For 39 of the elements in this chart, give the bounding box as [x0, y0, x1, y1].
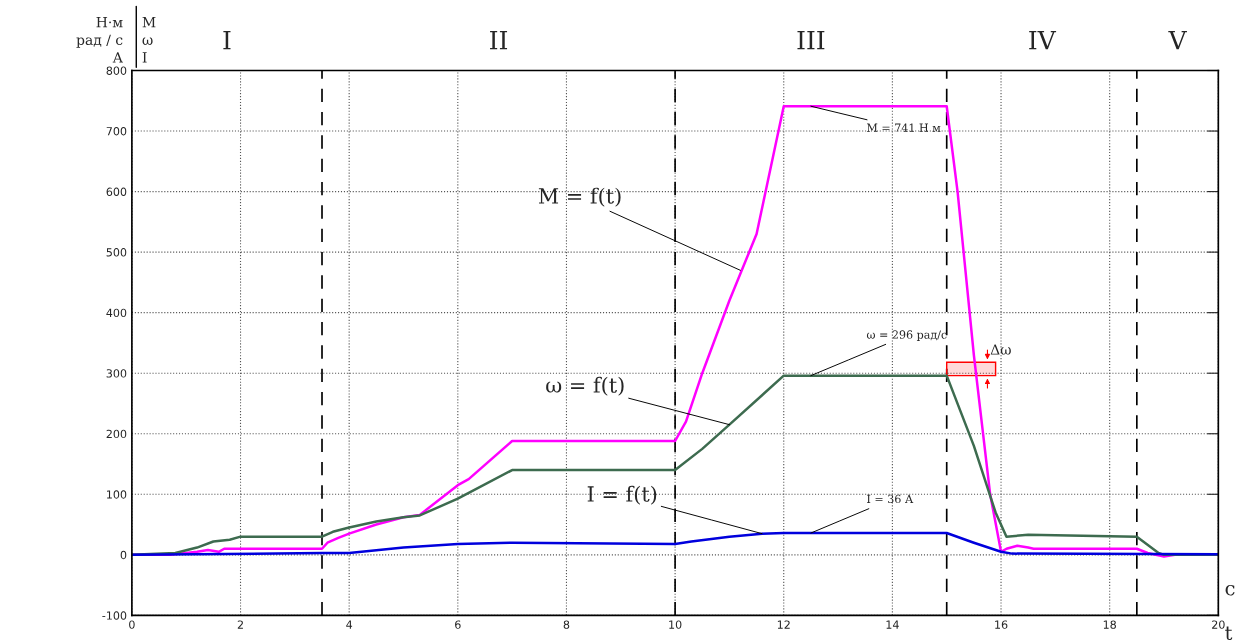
x-tick-label: 0 — [129, 620, 135, 629]
text: M ω I — [142, 17, 156, 63]
annotation: I = 36 А — [867, 494, 914, 504]
line-series — [131, 531, 1219, 557]
y-tick-label: 100 — [107, 490, 127, 499]
annotation: ω = 296 рад/с — [866, 330, 947, 341]
text: II — [490, 31, 508, 50]
x-tick-label: 12 — [777, 620, 790, 629]
text: V — [1168, 31, 1187, 50]
y-tick-label: 600 — [106, 187, 127, 196]
x-tick-label: 8 — [563, 620, 570, 629]
line-series — [131, 374, 1219, 557]
y-tick-label: 800 — [106, 66, 127, 75]
annotation: M = 741 Н м — [867, 123, 941, 132]
legend-label: Δω — [990, 344, 1011, 355]
x-tick-label: 6 — [455, 620, 461, 629]
y-tick-label: 300 — [106, 369, 127, 378]
x-tick-label: 2 — [237, 620, 243, 629]
x-tick-label: 10 — [669, 620, 682, 629]
text: с — [1225, 584, 1235, 596]
annotation: I = f(t) — [587, 485, 657, 505]
annotation: ω = f(t) — [546, 376, 624, 396]
y-tick-label: 500 — [106, 248, 127, 257]
y-tick-label: 700 — [106, 127, 127, 136]
y-axis-title: Н·м рад / с А — [76, 17, 123, 63]
x-tick-label: 14 — [886, 620, 899, 629]
text: I — [223, 31, 231, 50]
x-tick-label: 18 — [1103, 620, 1116, 629]
y-tick-label: 0 — [120, 550, 127, 560]
x-tick-label: 16 — [995, 620, 1008, 629]
annotation: M = f(t) — [538, 187, 621, 207]
x-tick-label: 20 — [1212, 620, 1225, 629]
y-tick-label: 200 — [106, 429, 127, 439]
x-axis-title: t — [1225, 626, 1233, 641]
text: III — [797, 31, 825, 50]
y-tick-label: 400 — [106, 308, 127, 318]
x-tick-label: 4 — [346, 620, 353, 629]
y-tick-label: -100 — [102, 611, 127, 620]
text: IV — [1029, 31, 1057, 50]
